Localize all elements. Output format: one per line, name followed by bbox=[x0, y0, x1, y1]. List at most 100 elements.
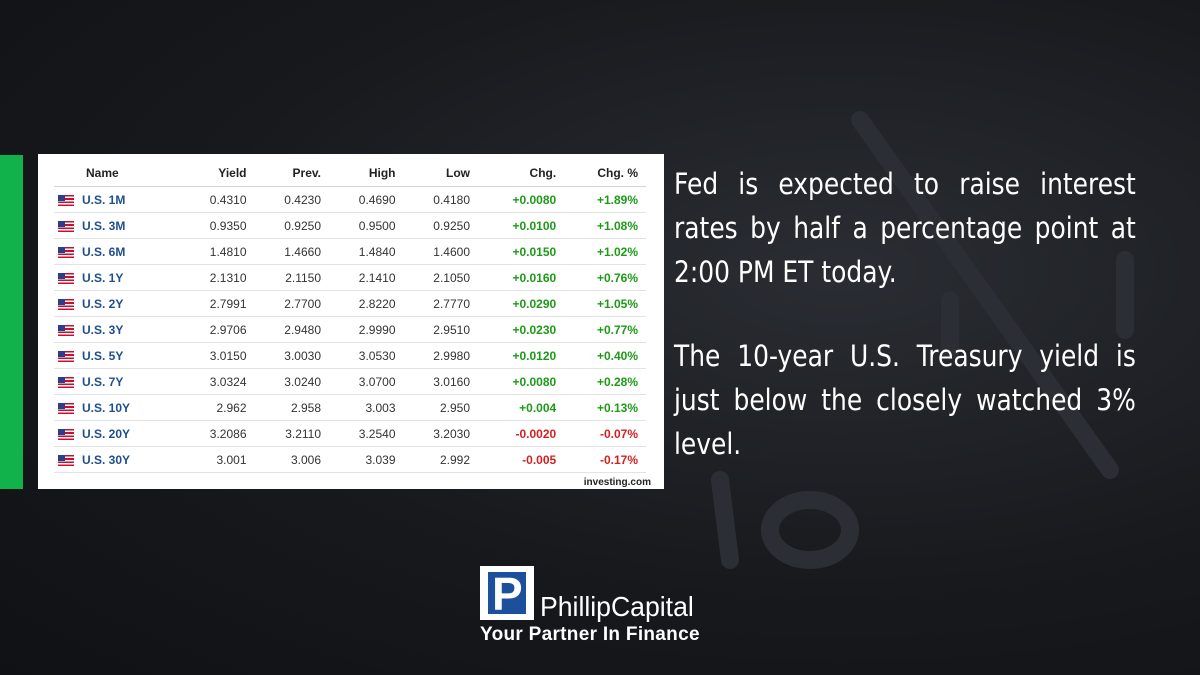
commentary-paragraph-1: Fed is expected to raise interest rates … bbox=[674, 167, 1136, 289]
instrument-name-link[interactable]: U.S. 5Y bbox=[80, 342, 180, 369]
us-flag-icon bbox=[58, 376, 74, 388]
instrument-name-link[interactable]: U.S. 6M bbox=[80, 238, 180, 265]
high-value: 1.4840 bbox=[329, 238, 404, 265]
prev-value: 2.7700 bbox=[254, 290, 329, 317]
table-row: U.S. 3M 0.9350 0.9250 0.9500 0.9250 +0.0100 +1… bbox=[54, 212, 646, 239]
table-row: U.S. 6M 1.4810 1.4660 1.4840 1.4600 +0.0150 +1… bbox=[54, 238, 646, 265]
phillipcapital-logo: P PhillipCapital Your Partner In Finance bbox=[480, 566, 725, 650]
instrument-name-link[interactable]: U.S. 1Y bbox=[80, 264, 180, 291]
us-flag-icon bbox=[58, 350, 74, 362]
bond-yield-table-panel: Name Yield Prev. High Low Chg. Chg. % U.… bbox=[38, 154, 664, 489]
commentary: Fed is expected to raise interest rates … bbox=[674, 162, 1136, 506]
change-value: +0.0230 bbox=[478, 316, 565, 343]
table-row: U.S. 7Y 3.0324 3.0240 3.0700 3.0160 +0.0080 +0… bbox=[54, 368, 646, 395]
column-header-name: Name bbox=[54, 160, 180, 187]
yield-value: 0.9350 bbox=[180, 212, 255, 239]
yield-value: 2.1310 bbox=[180, 264, 255, 291]
change-percent-value: +0.76% bbox=[564, 264, 646, 291]
logo-mark bbox=[480, 566, 534, 620]
flag-cell bbox=[54, 290, 80, 317]
yield-value: 3.001 bbox=[180, 446, 255, 473]
low-value: 3.0160 bbox=[403, 368, 478, 395]
yield-value: 0.4310 bbox=[180, 186, 255, 213]
us-flag-icon bbox=[58, 298, 74, 310]
change-percent-value: +1.08% bbox=[564, 212, 646, 239]
brand-name: PhillipCapital bbox=[540, 591, 694, 622]
high-value: 3.003 bbox=[329, 394, 404, 421]
column-header-chg: Chg. bbox=[478, 160, 565, 187]
prev-value: 0.4230 bbox=[254, 186, 329, 213]
instrument-name-link[interactable]: U.S. 7Y bbox=[80, 368, 180, 395]
prev-value: 2.9480 bbox=[254, 316, 329, 343]
prev-value: 3.0240 bbox=[254, 368, 329, 395]
change-percent-value: +0.40% bbox=[564, 342, 646, 369]
low-value: 2.9510 bbox=[403, 316, 478, 343]
change-percent-value: +0.13% bbox=[564, 394, 646, 421]
instrument-name-link[interactable]: U.S. 20Y bbox=[80, 420, 180, 447]
flag-cell bbox=[54, 342, 80, 369]
high-value: 3.0530 bbox=[329, 342, 404, 369]
change-value: +0.0160 bbox=[478, 264, 565, 291]
change-percent-value: +1.89% bbox=[564, 186, 646, 213]
prev-value: 3.0030 bbox=[254, 342, 329, 369]
table-row: U.S. 3Y 2.9706 2.9480 2.9990 2.9510 +0.0230 +0… bbox=[54, 316, 646, 343]
instrument-name-link[interactable]: U.S. 3M bbox=[80, 212, 180, 239]
flag-cell bbox=[54, 186, 80, 213]
table-row: U.S. 30Y 3.001 3.006 3.039 2.992 -0.005 -0.17% bbox=[54, 446, 646, 473]
yield-value: 2.962 bbox=[180, 394, 255, 421]
instrument-name-link[interactable]: U.S. 10Y bbox=[80, 394, 180, 421]
column-header-prev: Prev. bbox=[254, 160, 329, 187]
flag-cell bbox=[54, 368, 80, 395]
yield-value: 3.0150 bbox=[180, 342, 255, 369]
yield-value: 1.4810 bbox=[180, 238, 255, 265]
yield-value: 2.7991 bbox=[180, 290, 255, 317]
column-header-yield: Yield bbox=[180, 160, 255, 187]
change-percent-value: +0.28% bbox=[564, 368, 646, 395]
change-value: -0.005 bbox=[478, 446, 565, 473]
change-percent-value: -0.17% bbox=[564, 446, 646, 473]
column-header-chg-pct: Chg. % bbox=[564, 160, 646, 187]
flag-cell bbox=[54, 238, 80, 265]
prev-value: 3.006 bbox=[254, 446, 329, 473]
commentary-paragraph-2: The 10-year U.S. Treasury yield is just … bbox=[674, 339, 1136, 461]
change-percent-value: +1.02% bbox=[564, 238, 646, 265]
low-value: 0.9250 bbox=[403, 212, 478, 239]
low-value: 1.4600 bbox=[403, 238, 478, 265]
table-row: U.S. 1Y 2.1310 2.1150 2.1410 2.1050 +0.0160 +0… bbox=[54, 264, 646, 291]
flag-cell bbox=[54, 394, 80, 421]
change-value: +0.0100 bbox=[478, 212, 565, 239]
us-flag-icon bbox=[58, 246, 74, 258]
yield-value: 3.0324 bbox=[180, 368, 255, 395]
flag-cell bbox=[54, 446, 80, 473]
prev-value: 0.9250 bbox=[254, 212, 329, 239]
instrument-name-link[interactable]: U.S. 3Y bbox=[80, 316, 180, 343]
prev-value: 2.1150 bbox=[254, 264, 329, 291]
us-flag-icon bbox=[58, 454, 74, 466]
instrument-name-link[interactable]: U.S. 1M bbox=[80, 186, 180, 213]
low-value: 2.1050 bbox=[403, 264, 478, 291]
high-value: 3.0700 bbox=[329, 368, 404, 395]
high-value: 2.8220 bbox=[329, 290, 404, 317]
change-value: +0.004 bbox=[478, 394, 565, 421]
flag-cell bbox=[54, 212, 80, 239]
low-value: 2.7770 bbox=[403, 290, 478, 317]
instrument-name-link[interactable]: U.S. 30Y bbox=[80, 446, 180, 473]
accent-bar bbox=[0, 155, 23, 489]
table-row: U.S. 10Y 2.962 2.958 3.003 2.950 +0.004 +0.13% bbox=[54, 394, 646, 421]
us-flag-icon bbox=[58, 194, 74, 206]
instrument-name-link[interactable]: U.S. 2Y bbox=[80, 290, 180, 317]
column-header-low: Low bbox=[403, 160, 478, 187]
us-flag-icon bbox=[58, 402, 74, 414]
low-value: 3.2030 bbox=[403, 420, 478, 447]
table-row: U.S. 1M 0.4310 0.4230 0.4690 0.4180 +0.0080 +1… bbox=[54, 186, 646, 213]
flag-cell bbox=[54, 420, 80, 447]
change-value: +0.0080 bbox=[478, 368, 565, 395]
table-row: U.S. 20Y 3.2086 3.2110 3.2540 3.2030 -0.0020-… bbox=[54, 420, 646, 447]
yield-value: 3.2086 bbox=[180, 420, 255, 447]
change-value: +0.0290 bbox=[478, 290, 565, 317]
us-flag-icon bbox=[58, 324, 74, 336]
logo-letter: P bbox=[492, 568, 523, 620]
prev-value: 3.2110 bbox=[254, 420, 329, 447]
source-credit: investing.com bbox=[583, 477, 651, 488]
